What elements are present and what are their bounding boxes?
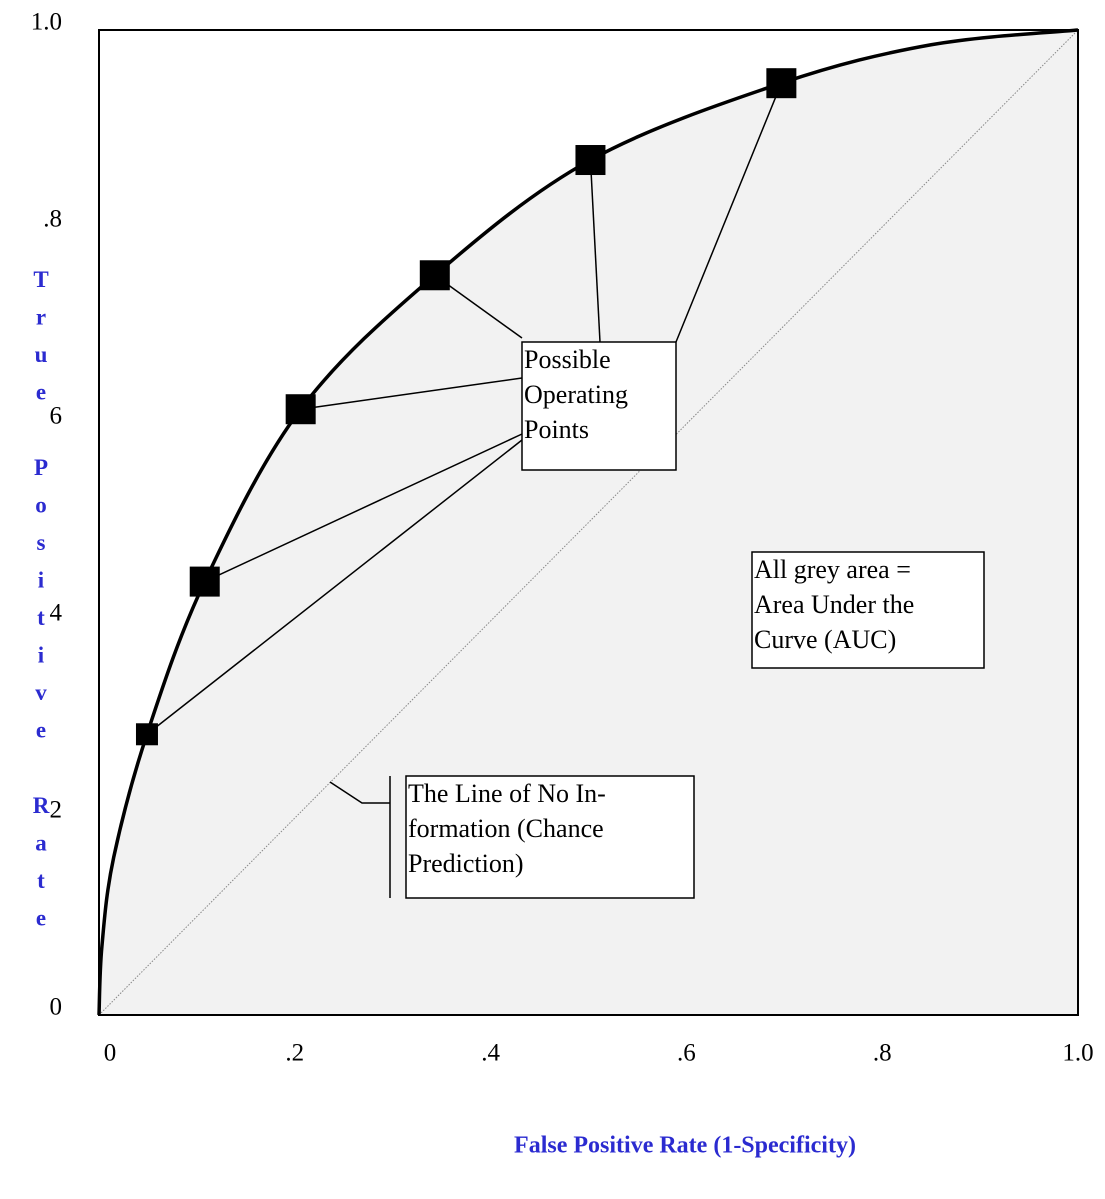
chance-leader (329, 781, 390, 804)
operating-point (419, 260, 450, 291)
annotation-box (405, 775, 695, 899)
operating-point (766, 68, 797, 99)
x-tick-label: .4 (481, 1040, 500, 1067)
leader-line (146, 439, 523, 735)
x-tick-label: .8 (873, 1040, 892, 1067)
y-tick-label: 0 (50, 994, 63, 1021)
annotation-text: The Line of No In- (408, 779, 606, 808)
x-tick-label: 1.0 (1062, 1040, 1093, 1067)
x-tick-label: .6 (677, 1040, 696, 1067)
annotation-text: Area Under the (754, 590, 914, 619)
x-tick-label: .2 (285, 1040, 304, 1067)
annotation-text: All grey area = (754, 555, 911, 584)
y-tick-label: 2 (50, 797, 63, 824)
x-axis-title: False Positive Rate (1-Specificity) (514, 1133, 856, 1159)
operating-point (189, 566, 220, 597)
y-tick-label: 4 (50, 600, 63, 627)
annotation-text: Points (524, 415, 589, 444)
annotation-box (751, 551, 985, 669)
y-tick-label: .8 (43, 206, 62, 233)
x-tick-label: 0 (104, 1040, 117, 1067)
leader-line (675, 82, 783, 343)
leader-line (300, 377, 523, 410)
plot-frame (98, 29, 1079, 1016)
annotation-text: formation (Chance (408, 814, 604, 843)
leader-line (204, 433, 523, 583)
annotation-text: Curve (AUC) (754, 625, 896, 654)
annotation-box (521, 341, 677, 471)
annotation-text: Operating (524, 380, 628, 409)
roc-curve (97, 28, 1079, 1016)
leader-line (589, 159, 601, 343)
operating-point (575, 145, 606, 176)
operating-point (135, 723, 158, 746)
chance-line (98, 29, 1079, 1016)
y-tick-label: 6 (50, 403, 63, 430)
operating-point (285, 394, 316, 425)
annotation-text: Possible (524, 345, 611, 374)
annotation-text: Prediction) (408, 849, 524, 878)
y-tick-label: 1.0 (31, 9, 62, 36)
